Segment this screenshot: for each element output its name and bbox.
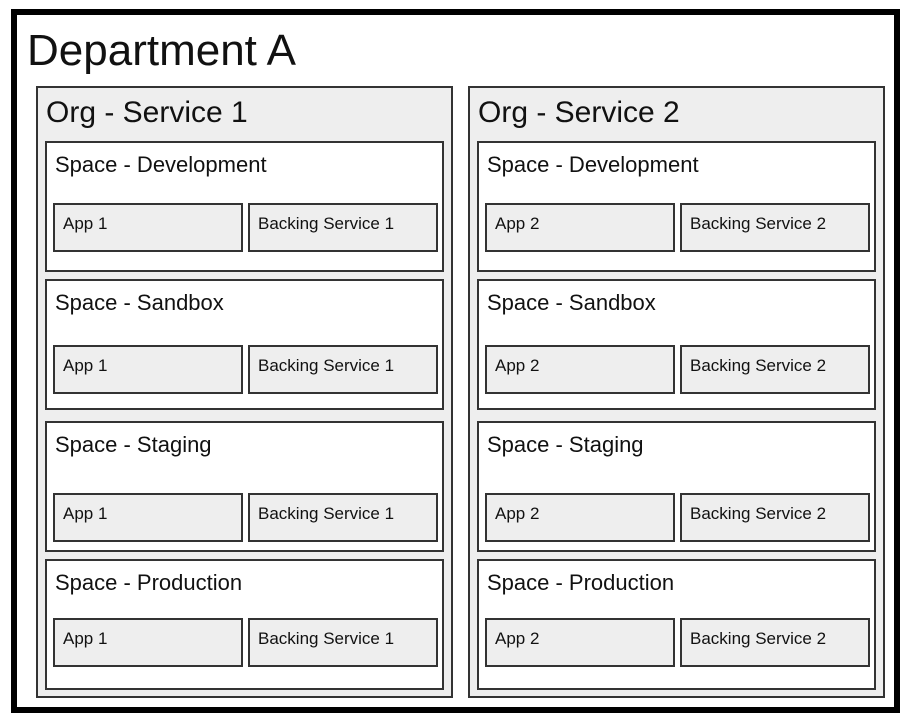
app-box: App 1 bbox=[53, 493, 243, 542]
app-box: App 2 bbox=[485, 345, 675, 394]
backing-service-box: Backing Service 1 bbox=[248, 345, 438, 394]
org-title: Org - Service 1 bbox=[46, 96, 248, 129]
org-title: Org - Service 2 bbox=[478, 96, 680, 129]
space-title: Space - Sandbox bbox=[487, 290, 656, 315]
space-production: Space - Production App 1 Backing Service… bbox=[45, 559, 444, 690]
backing-service-label: Backing Service 2 bbox=[690, 214, 827, 233]
backing-service-box: Backing Service 1 bbox=[248, 493, 438, 542]
space-title: Space - Production bbox=[55, 570, 243, 595]
backing-service-label: Backing Service 1 bbox=[258, 629, 395, 648]
backing-service-label: Backing Service 2 bbox=[690, 356, 827, 375]
backing-service-label: Backing Service 1 bbox=[258, 356, 395, 375]
app-box: App 2 bbox=[485, 493, 675, 542]
backing-service-label: Backing Service 2 bbox=[690, 504, 827, 523]
backing-service-box: Backing Service 2 bbox=[680, 203, 870, 252]
backing-service-box: Backing Service 2 bbox=[680, 493, 870, 542]
department-title: Department A bbox=[27, 26, 297, 75]
backing-service-label: Backing Service 1 bbox=[258, 214, 395, 233]
org-service-1: Org - Service 1 Space - Development App … bbox=[36, 86, 453, 698]
app-box: App 2 bbox=[485, 618, 675, 667]
backing-service-label: Backing Service 2 bbox=[690, 629, 827, 648]
backing-service-box: Backing Service 2 bbox=[680, 345, 870, 394]
app-box: App 1 bbox=[53, 618, 243, 667]
department-container: Department A Org - Service 1 Space - Dev… bbox=[11, 9, 900, 713]
space-title: Space - Staging bbox=[487, 432, 644, 457]
backing-service-box: Backing Service 2 bbox=[680, 618, 870, 667]
app-label: App 1 bbox=[63, 214, 108, 233]
app-box: App 1 bbox=[53, 203, 243, 252]
app-label: App 2 bbox=[495, 504, 540, 523]
space-sandbox: Space - Sandbox App 2 Backing Service 2 bbox=[477, 279, 876, 410]
space-staging: Space - Staging App 1 Backing Service 1 bbox=[45, 421, 444, 552]
app-box: App 2 bbox=[485, 203, 675, 252]
app-label: App 2 bbox=[495, 356, 540, 375]
backing-service-label: Backing Service 1 bbox=[258, 504, 395, 523]
backing-service-box: Backing Service 1 bbox=[248, 618, 438, 667]
app-label: App 2 bbox=[495, 629, 540, 648]
space-development: Space - Development App 2 Backing Servic… bbox=[477, 141, 876, 272]
space-development: Space - Development App 1 Backing Servic… bbox=[45, 141, 444, 272]
space-sandbox: Space - Sandbox App 1 Backing Service 1 bbox=[45, 279, 444, 410]
space-title: Space - Sandbox bbox=[55, 290, 224, 315]
org-service-2: Org - Service 2 Space - Development App … bbox=[468, 86, 885, 698]
app-label: App 1 bbox=[63, 504, 108, 523]
space-title: Space - Development bbox=[487, 152, 699, 177]
space-title: Space - Production bbox=[487, 570, 675, 595]
space-title: Space - Staging bbox=[55, 432, 212, 457]
app-label: App 2 bbox=[495, 214, 540, 233]
backing-service-box: Backing Service 1 bbox=[248, 203, 438, 252]
space-staging: Space - Staging App 2 Backing Service 2 bbox=[477, 421, 876, 552]
space-title: Space - Development bbox=[55, 152, 267, 177]
app-label: App 1 bbox=[63, 629, 108, 648]
space-production: Space - Production App 2 Backing Service… bbox=[477, 559, 876, 690]
app-label: App 1 bbox=[63, 356, 108, 375]
app-box: App 1 bbox=[53, 345, 243, 394]
